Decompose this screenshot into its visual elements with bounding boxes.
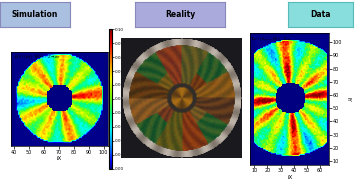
Text: Simulation: Simulation <box>12 10 58 19</box>
X-axis label: iX: iX <box>287 175 292 180</box>
Text: $E_{ES}$ / $\langle E_w\rangle$  EE+  : Z$\rightarrow ee$: $E_{ES}$ / $\langle E_w\rangle$ EE+ : Z$… <box>14 54 61 61</box>
Y-axis label: iY: iY <box>345 97 350 101</box>
X-axis label: iX: iX <box>57 156 62 161</box>
Text: Reality: Reality <box>165 10 195 19</box>
Text: $E_{ES}$ / $\langle E_w\rangle$ $-$ EE+  : Z$\rightarrow$: $E_{ES}$ / $\langle E_w\rangle$ $-$ EE+ … <box>251 36 292 43</box>
Text: Data: Data <box>310 10 330 19</box>
